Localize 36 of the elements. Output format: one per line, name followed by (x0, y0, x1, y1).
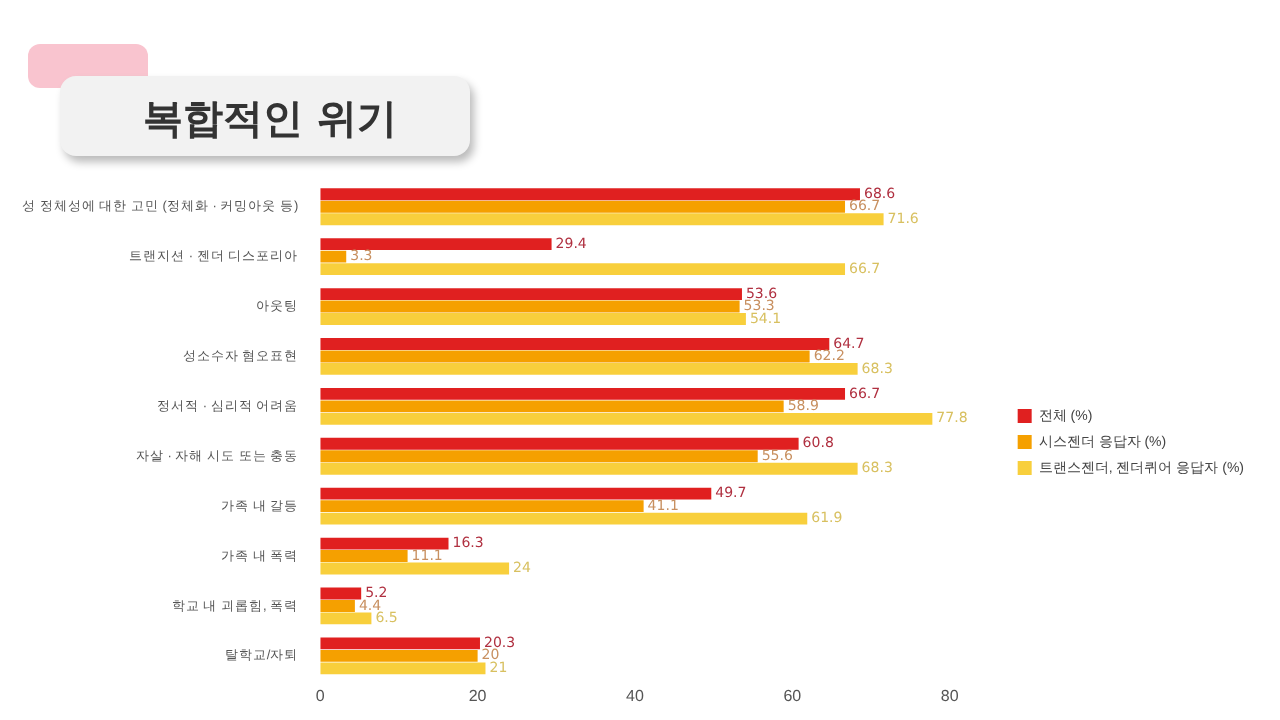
x-tick-label: 40 (626, 686, 645, 705)
bar (320, 263, 846, 276)
bar (320, 537, 449, 550)
bar (320, 612, 372, 625)
chart-title: 복합적인 위기 (141, 92, 399, 146)
bar (320, 412, 933, 425)
bar (320, 250, 347, 263)
bar (320, 437, 799, 450)
bar (320, 338, 830, 350)
bar (320, 587, 362, 600)
bar (320, 450, 758, 463)
bar (320, 600, 355, 612)
bar (320, 300, 740, 313)
bar (320, 649, 478, 662)
bar (320, 487, 712, 500)
bar (320, 500, 644, 513)
bar (320, 562, 510, 575)
x-tick-label: 80 (940, 686, 960, 705)
bar (320, 288, 742, 300)
x-tick-label: 60 (783, 686, 803, 705)
bar (320, 200, 846, 213)
bar (320, 637, 480, 650)
bar (320, 462, 858, 475)
bar (320, 238, 552, 251)
x-tick-label: 0 (315, 686, 326, 705)
bar (320, 313, 746, 325)
bar (320, 512, 808, 525)
bar (320, 387, 846, 400)
bar (320, 550, 408, 562)
bar (320, 350, 810, 363)
bar (320, 213, 884, 226)
x-tick-label: 20 (468, 686, 488, 705)
bar (320, 363, 858, 375)
bar (320, 188, 860, 201)
bar (320, 400, 784, 413)
bar (320, 662, 486, 675)
